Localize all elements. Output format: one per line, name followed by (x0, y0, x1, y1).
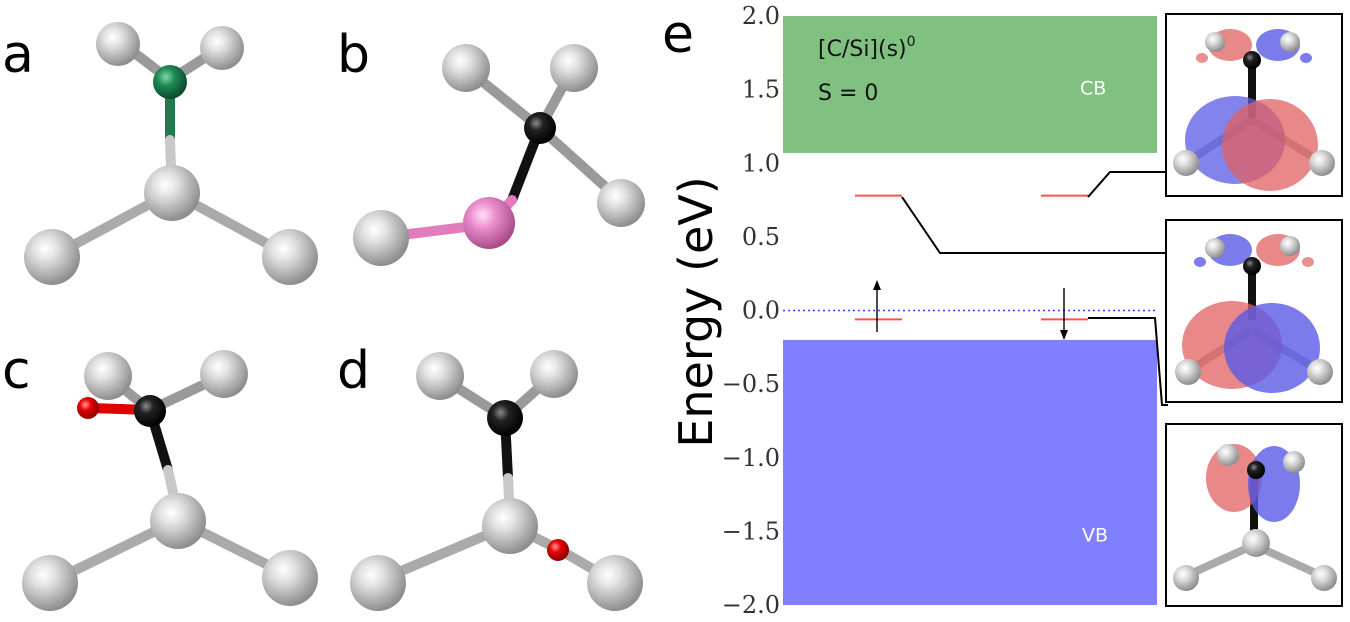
si-atom (353, 210, 409, 266)
panel-label-a: a (2, 25, 34, 85)
structure-a (24, 22, 318, 285)
system-label: [C/Si](s)0 (818, 34, 916, 62)
connector-occupied-level (1088, 317, 1168, 406)
panel-label-c: c (2, 341, 31, 401)
y-tick-label: −1.5 (722, 517, 780, 545)
si-atom (482, 498, 538, 554)
cb-label: CB (1080, 77, 1106, 99)
si-atom (150, 493, 206, 549)
si-atom (530, 350, 578, 398)
system-charge: 0 (907, 34, 916, 50)
panel-label-e: e (662, 5, 694, 65)
y-tick-label: 0.5 (742, 223, 780, 251)
si-atom (550, 44, 598, 92)
si-atom (597, 179, 645, 227)
c-atom (134, 395, 166, 427)
orbital-inset-middle (1165, 219, 1343, 403)
si-atom (22, 555, 78, 611)
si-atom (442, 44, 490, 92)
valence-band (783, 339, 1157, 605)
spin-label: S = 0 (818, 81, 878, 106)
si-atom (24, 229, 80, 285)
y-axis-ticks: 2.0 1.5 1.0 0.5 0.0 −0.5 −1.0 −1.5 −2.0 (722, 2, 780, 619)
conduction-band (783, 16, 1157, 153)
system-name: [C/Si](s) (818, 37, 907, 62)
si-atom (587, 555, 643, 611)
structure-b (353, 44, 645, 266)
c-atom (524, 112, 556, 144)
si-atom (144, 165, 200, 221)
c-atom (487, 400, 523, 436)
panel-label-d: d (337, 341, 370, 401)
defect-levels (855, 194, 1088, 321)
connector-spin-down-unoccupied (1087, 171, 1168, 198)
o-atom (77, 397, 99, 419)
spin-down-arrowhead (1060, 330, 1068, 340)
structure-d (350, 350, 643, 611)
si-atom (96, 22, 140, 66)
si-atom (84, 352, 132, 400)
vb-label: VB (1082, 524, 1108, 546)
y-axis-label: Energy (eV) (669, 176, 723, 447)
y-tick-label: 1.0 (742, 149, 780, 177)
orbital-inset-top (1165, 13, 1343, 197)
y-tick-label: 1.5 (742, 76, 780, 104)
si-atom (416, 352, 464, 400)
structure-c (22, 350, 318, 611)
b-atom (463, 197, 515, 249)
y-tick-label: −2.0 (722, 591, 780, 619)
si-atom (200, 26, 244, 70)
spin-up-arrowhead (873, 280, 881, 290)
connector-spin-up-unoccupied (901, 196, 1168, 254)
orbital-inset-bottom (1165, 423, 1343, 607)
panel-label-b: b (337, 25, 370, 85)
y-tick-label: −1.0 (722, 444, 780, 472)
energy-level-plot: 2.0 1.5 1.0 0.5 0.0 −0.5 −1.0 −1.5 −2.0 Energy (… (669, 2, 1168, 619)
y-tick-label: 0.0 (742, 297, 780, 325)
y-tick-label: 2.0 (742, 2, 780, 30)
y-tick-label: −0.5 (722, 370, 780, 398)
si-atom (262, 550, 318, 606)
si-atom (200, 350, 248, 398)
n-atom (153, 65, 187, 99)
si-atom (262, 229, 318, 285)
o-atom (547, 539, 569, 561)
si-atom (350, 555, 406, 611)
